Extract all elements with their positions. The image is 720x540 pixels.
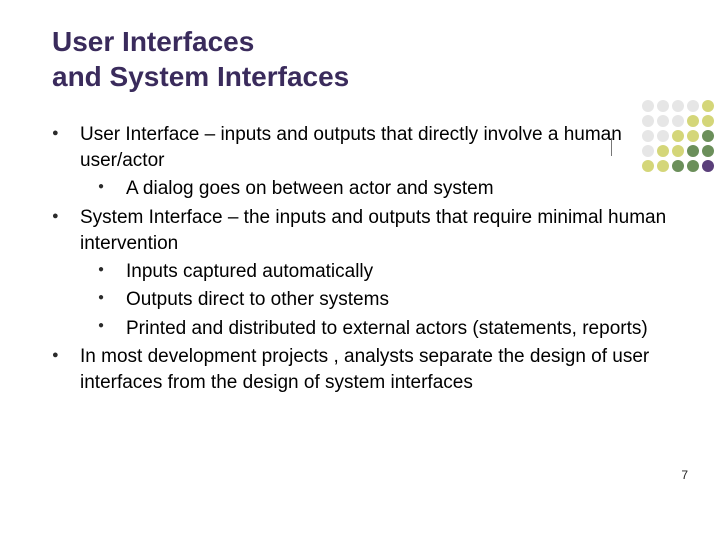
list-item-text: Inputs captured automatically xyxy=(126,261,373,282)
dot-icon xyxy=(687,145,699,157)
dot-icon xyxy=(702,115,714,127)
list-item-text: User Interface – inputs and outputs that… xyxy=(80,124,622,171)
slide-title: User Interfaces and System Interfaces xyxy=(52,24,680,94)
list-item: Printed and distributed to external acto… xyxy=(98,316,680,342)
dot-icon xyxy=(687,160,699,172)
list-item-text: In most development projects , analysts … xyxy=(80,346,649,393)
list-item-text: A dialog goes on between actor and syste… xyxy=(126,178,494,199)
page-number: 7 xyxy=(681,468,688,482)
list-item-text: System Interface – the inputs and output… xyxy=(80,207,666,254)
list-item: System Interface – the inputs and output… xyxy=(52,205,680,342)
dot-icon xyxy=(702,100,714,112)
dot-icon xyxy=(642,100,654,112)
list-item-text: Printed and distributed to external acto… xyxy=(126,318,648,339)
list-item: A dialog goes on between actor and syste… xyxy=(98,176,680,202)
title-line-2: and System Interfaces xyxy=(52,61,349,92)
list-item: Inputs captured automatically xyxy=(98,259,680,285)
dot-icon xyxy=(687,115,699,127)
slide: User Interfaces and System Interfaces Us… xyxy=(0,0,720,540)
dot-icon xyxy=(657,100,669,112)
dot-icon xyxy=(702,145,714,157)
dot-icon xyxy=(687,130,699,142)
dot-icon xyxy=(702,160,714,172)
list-item: User Interface – inputs and outputs that… xyxy=(52,122,680,203)
title-line-1: User Interfaces xyxy=(52,26,254,57)
dot-icon xyxy=(702,130,714,142)
list-item: Outputs direct to other systems xyxy=(98,287,680,313)
slide-body: User Interface – inputs and outputs that… xyxy=(52,122,680,396)
dot-icon xyxy=(672,100,684,112)
dot-icon xyxy=(687,100,699,112)
list-item: In most development projects , analysts … xyxy=(52,344,680,396)
list-item-text: Outputs direct to other systems xyxy=(126,289,389,310)
